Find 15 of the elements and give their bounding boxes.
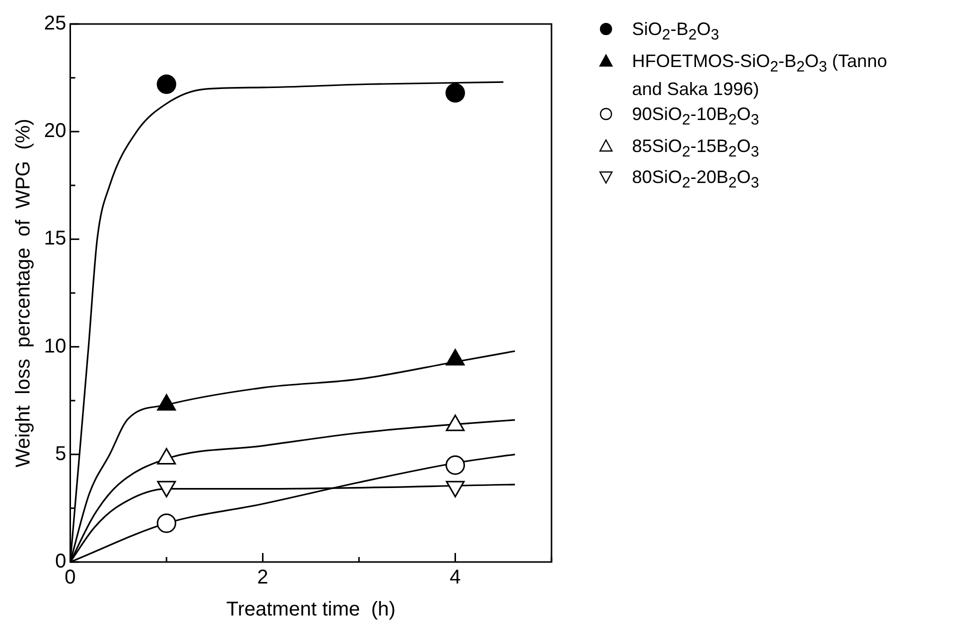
- y-tick-label: 10: [44, 335, 66, 358]
- legend-label: 80SiO$_{2}$-20B$_{2}$O$_{3}$: [632, 166, 760, 194]
- y-tick-label: 15: [44, 228, 66, 250]
- y-tick-label: 0: [55, 550, 66, 573]
- y-tick-label: 25: [44, 12, 66, 35]
- x-tick-label: 2: [257, 566, 268, 589]
- x-axis-title: Treatment time (h): [226, 598, 396, 621]
- y-axis-title: Weight loss percentage of WPG (%): [12, 118, 35, 468]
- legend-label: 85SiO$_{2}$-15B$_{2}$O$_{3}$: [632, 134, 760, 162]
- y-tick-label: 5: [55, 442, 66, 465]
- legend-label: SiO$_{2}$-B$_{2}$O$_{3}$: [632, 18, 720, 46]
- legend-label: 90SiO$_{2}$-10B$_{2}$O$_{3}$: [632, 103, 760, 131]
- y-tick-label: 20: [44, 120, 66, 142]
- text: HFOETMOS-SiO$_{2}$-B$_{2}$O$_{3}$ (Tanno and Saka 1996): [632, 50, 888, 100]
- x-tick-label: 4: [450, 566, 461, 589]
